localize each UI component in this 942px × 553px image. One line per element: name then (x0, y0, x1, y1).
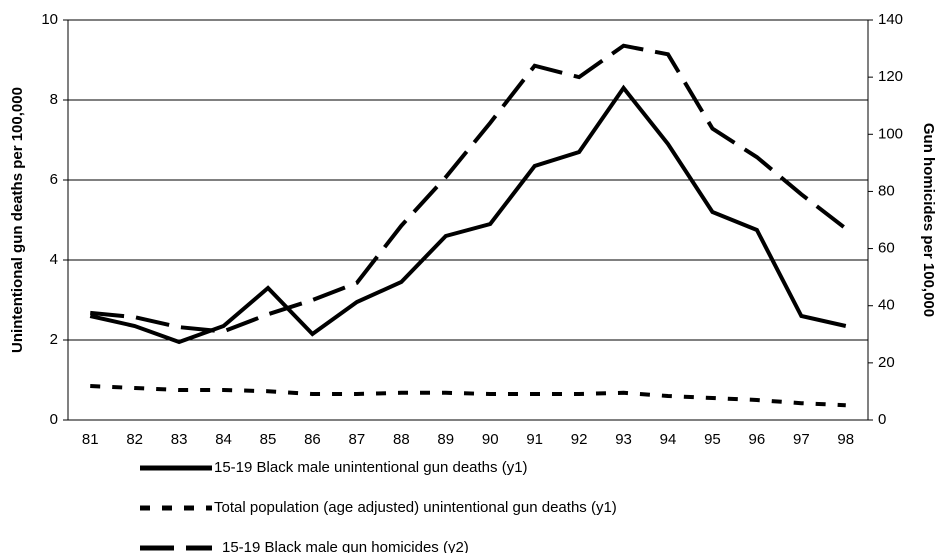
series-line (90, 384, 846, 408)
y2-tick-label: 20 (878, 354, 895, 371)
x-tick-label: 91 (526, 431, 543, 448)
y2-tick-label: 140 (878, 11, 903, 28)
legend-label: 15-19 Black male unintentional gun death… (214, 459, 528, 476)
series-line (90, 43, 847, 334)
x-tick-label: 93 (615, 431, 632, 448)
x-tick-label: 81 (82, 431, 99, 448)
plot-border (67, 19, 869, 421)
x-tick-label: 82 (126, 431, 143, 448)
y-tick-label: 8 (50, 91, 58, 108)
x-tick-label: 87 (349, 431, 366, 448)
legend-label: Total population (age adjusted) unintent… (214, 499, 617, 516)
y2-tick-label: 120 (878, 68, 903, 85)
y2-tick-label: 40 (878, 297, 895, 314)
y2-tick-label: 100 (878, 125, 903, 142)
y2-tick-label: 0 (878, 411, 886, 428)
x-tick-label: 86 (304, 431, 321, 448)
series-line (89, 84, 847, 345)
y-tick-label: 6 (50, 171, 58, 188)
x-tick-label: 88 (393, 431, 410, 448)
x-tick-label: 84 (215, 431, 232, 448)
y-tick-label: 2 (50, 331, 58, 348)
y2-tick-label: 80 (878, 182, 895, 199)
x-tick-label: 95 (704, 431, 721, 448)
x-tick-label: 85 (260, 431, 277, 448)
x-tick-label: 89 (437, 431, 454, 448)
x-tick-label: 94 (660, 431, 677, 448)
y-axis-label: Unintentional gun deaths per 100,000 (9, 87, 26, 353)
x-tick-label: 97 (793, 431, 810, 448)
x-tick-label: 98 (837, 431, 854, 448)
y-tick-label: 10 (41, 11, 58, 28)
x-tick-label: 83 (171, 431, 188, 448)
y2-tick-label: 60 (878, 240, 895, 257)
y-tick-label: 4 (50, 251, 58, 268)
legend-label: 15-19 Black male gun homicides (y2) (222, 539, 469, 553)
x-tick-label: 92 (571, 431, 588, 448)
y-tick-label: 0 (50, 411, 58, 428)
x-tick-label: 96 (749, 431, 766, 448)
y2-axis-label: Gun homicides per 100,000 (920, 123, 937, 317)
x-tick-label: 90 (482, 431, 499, 448)
